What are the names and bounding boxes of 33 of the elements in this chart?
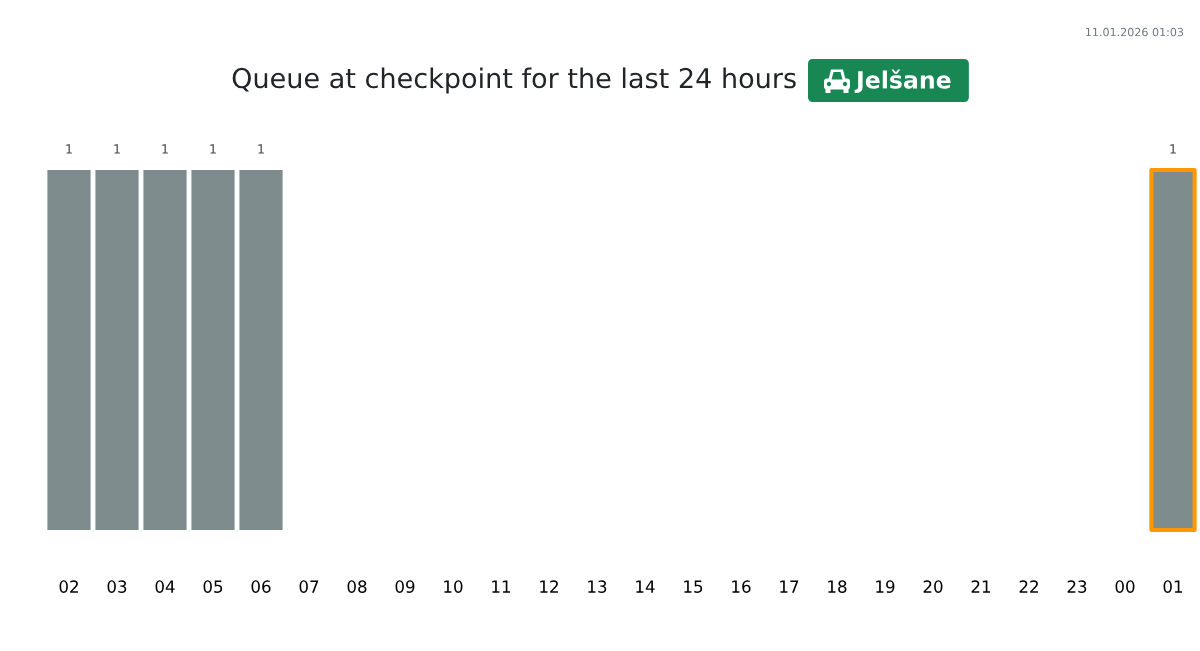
x-tick-label: 04: [155, 580, 175, 593]
x-tick-label: 05: [203, 580, 223, 593]
x-tick-label: 02: [59, 580, 78, 593]
x-tick-label: 21: [971, 580, 991, 593]
x-tick-label: 06: [251, 580, 271, 593]
x-tick-label: 20: [923, 580, 943, 593]
data-label: 1: [66, 144, 72, 154]
x-tick-label: 22: [1019, 580, 1038, 593]
data-label: 1: [162, 144, 168, 154]
chart-title: Queue at checkpoint for the last 24 hours: [232, 67, 796, 94]
text: 11.01.2026 01:03: [1086, 27, 1184, 37]
x-tick-label: 16: [732, 580, 751, 593]
data-label: 1: [114, 144, 120, 154]
x-tick-label: 10: [444, 580, 463, 593]
data-label: 1: [1170, 144, 1176, 154]
data-label: 1: [258, 144, 264, 154]
x-tick-label: 00: [1115, 580, 1135, 593]
x-tick-label: 12: [540, 580, 558, 593]
data-label: 1: [210, 144, 216, 154]
x-tick-label: 14: [636, 580, 655, 593]
x-tick-label: 15: [684, 580, 703, 593]
x-tick-label: 19: [876, 580, 895, 593]
x-tick-label: 07: [299, 580, 319, 593]
x-tick-label: 18: [828, 580, 847, 593]
x-tick-label: 09: [395, 580, 415, 593]
x-tick-label: 01: [1163, 580, 1183, 593]
chart-subtitle: Jelšane: [854, 69, 951, 94]
x-tick-label: 11: [492, 580, 511, 593]
x-tick-label: 13: [588, 580, 607, 593]
x-tick-label: 23: [1067, 580, 1087, 593]
x-tick-label: 03: [107, 580, 127, 593]
x-tick-label: 17: [780, 580, 799, 593]
x-tick-label: 08: [347, 580, 367, 593]
